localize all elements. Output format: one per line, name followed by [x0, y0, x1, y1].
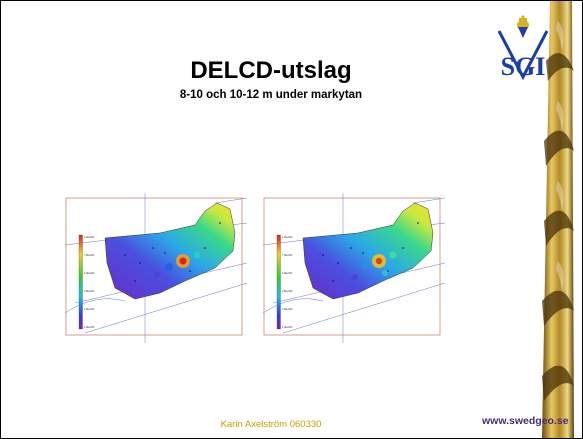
scale-label: 1.0E+003	[282, 326, 293, 329]
delcd-map-10-12m: 1.2E+004 7.0E+003 4.0E+003 2.5E+003 1.5E…	[263, 193, 445, 343]
scale-label: 7.0E+003	[282, 254, 293, 257]
slide-subtitle: 8-10 och 10-12 m under markytan	[179, 89, 363, 101]
website-link[interactable]: www.swedgeo.se	[482, 415, 569, 427]
delcd-map-8-10m: 1.2E+004 7.0E+003 4.0E+003 2.5E+003 1.5E…	[65, 193, 247, 343]
crown-icon	[517, 15, 529, 38]
scale-label: 2.5E+003	[84, 290, 95, 293]
scale-label: 7.0E+003	[84, 254, 95, 257]
scale-label: 1.5E+003	[84, 308, 95, 311]
scale-label: 4.0E+003	[84, 272, 95, 275]
scale-label: 1.5E+003	[282, 308, 293, 311]
drill-bit-image	[542, 1, 574, 438]
logo-text: SGI	[501, 52, 546, 81]
scale-label: 1.2E+004	[84, 236, 95, 239]
author-date: Karin Axelström 060330	[220, 419, 322, 430]
scale-label: 2.5E+003	[282, 290, 293, 293]
scale-label: 4.0E+003	[282, 272, 293, 275]
sgi-logo: SGI	[497, 15, 549, 81]
slide-title: DELCD-utslag	[190, 57, 352, 84]
scale-label: 1.0E+003	[84, 326, 95, 329]
scale-label: 1.2E+004	[282, 236, 293, 239]
